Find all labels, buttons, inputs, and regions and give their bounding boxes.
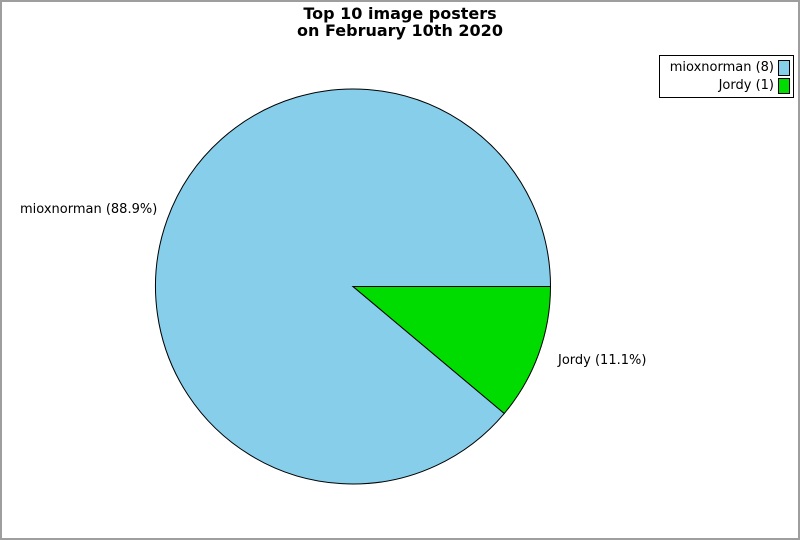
slice-label-mioxnorman: mioxnorman (88.9%) (20, 202, 158, 217)
legend-label-jordy: Jordy (1) (718, 78, 774, 93)
legend-swatch-jordy-icon (778, 77, 790, 94)
legend-item-mioxnorman: mioxnorman (8) (660, 59, 790, 76)
legend-swatch-mioxnorman-icon (778, 59, 790, 76)
legend-label-mioxnorman: mioxnorman (8) (669, 60, 774, 75)
legend: mioxnorman (8) Jordy (1) (659, 55, 794, 98)
chart-title-line2: on February 10th 2020 (297, 21, 503, 40)
chart-title-line1: Top 10 image posters (303, 4, 497, 23)
chart-title: Top 10 image posters on February 10th 20… (2, 5, 798, 39)
slice-label-jordy: Jordy (11.1%) (558, 353, 647, 368)
legend-item-jordy: Jordy (1) (660, 77, 790, 94)
pie-slice-mioxnorman (155, 88, 552, 485)
pie-slice-jordy (351, 286, 552, 415)
